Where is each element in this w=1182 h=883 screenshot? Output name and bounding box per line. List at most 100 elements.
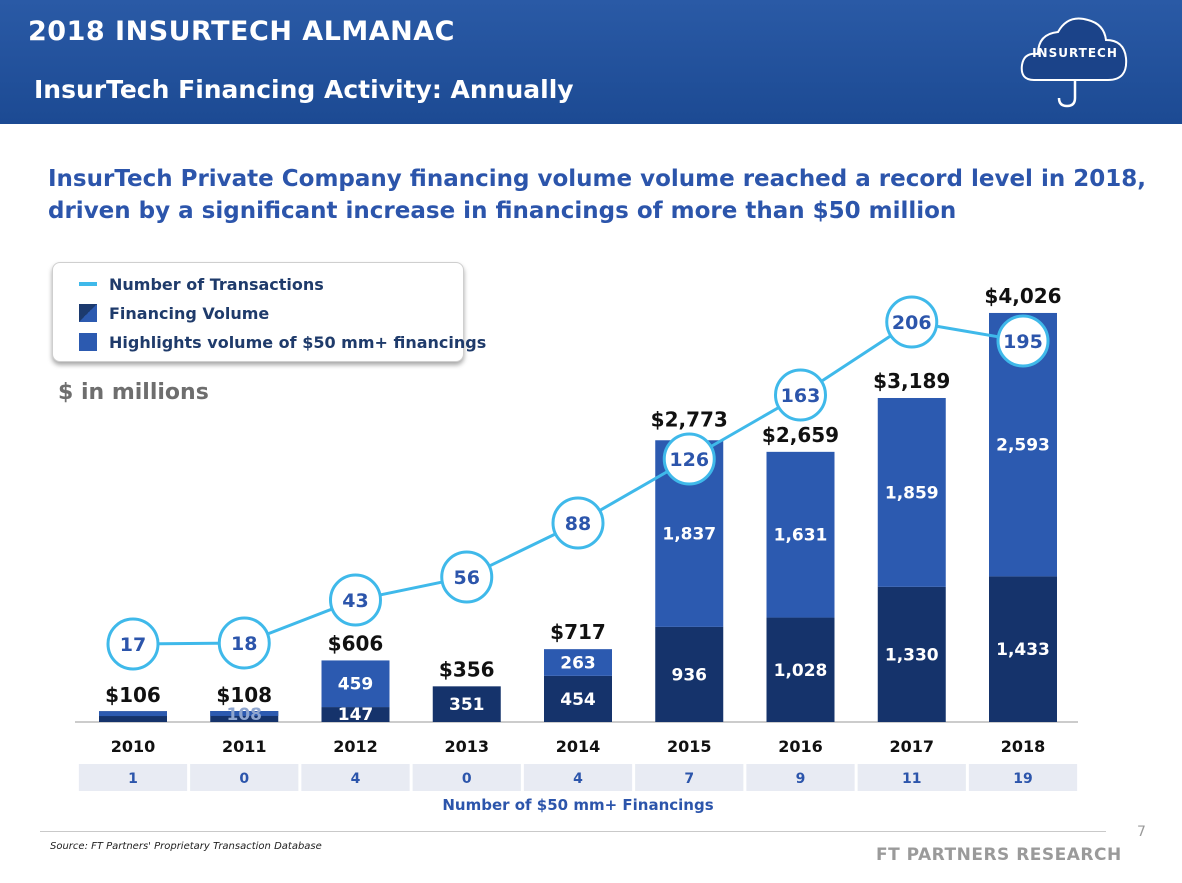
x-tick-label: 2010 <box>111 737 156 756</box>
bar-highlight-2012 <box>321 660 390 708</box>
legend-label: Number of Transactions <box>109 274 324 294</box>
transactions-label: 18 <box>231 633 257 655</box>
bar-total-label: $106 <box>105 683 161 707</box>
bar-value-label: 1,330 <box>885 645 939 665</box>
bar-value-label: 1,028 <box>774 661 828 681</box>
transactions-point-2014 <box>551 496 605 550</box>
count-cell <box>78 764 188 791</box>
financing-chart: $106 2010 1 108$108 2011 0 147 459 $606 2012 4 351 $… <box>75 284 1078 791</box>
x-tick-label: 2018 <box>1001 737 1046 756</box>
report-title: 2018 INSURTECH ALMANAC <box>28 16 455 47</box>
count-cell <box>968 764 1078 791</box>
cloud-umbrella-icon <box>1020 17 1128 108</box>
transactions-label: 126 <box>669 449 709 471</box>
count-value: 11 <box>902 771 921 787</box>
bar-highlight-label: 2,593 <box>996 436 1050 456</box>
bar-dark-2017 <box>877 586 946 722</box>
bar-total-label: $4,026 <box>984 284 1061 308</box>
transactions-label: 88 <box>565 513 591 535</box>
bar-total-label: $108 <box>216 683 272 707</box>
bar-top-strip-2010 <box>99 711 167 717</box>
bar-total-label: $2,773 <box>651 407 728 431</box>
bar-dark-2010 <box>99 711 167 722</box>
bar-highlight-2016 <box>766 451 835 618</box>
bar-dark-2015 <box>655 626 724 722</box>
chart-legend: Number of Transactions Financing Volume … <box>52 262 486 362</box>
footer-divider <box>40 831 1106 832</box>
count-value: 19 <box>1013 771 1032 787</box>
bar-value-label: 147 <box>338 705 374 725</box>
bar-highlight-label: 263 <box>560 654 596 674</box>
count-value: 7 <box>684 771 694 787</box>
bar-value-label: 108 <box>227 705 263 725</box>
transactions-label: 17 <box>120 634 146 656</box>
count-value: 1 <box>128 771 138 787</box>
count-cell <box>523 764 633 791</box>
bar-value-label: 1,433 <box>996 640 1050 660</box>
bar-dark-2016 <box>766 617 835 722</box>
bar-highlight-label: 1,837 <box>662 525 716 545</box>
square-icon <box>79 333 97 351</box>
count-value: 0 <box>462 771 472 787</box>
bar-total-label: $3,189 <box>873 369 950 393</box>
transactions-label: 206 <box>892 312 932 334</box>
insurtech-logo: INSURTECH <box>1020 10 1130 110</box>
x-tick-label: 2013 <box>444 737 489 756</box>
transactions-point-2017 <box>885 295 939 349</box>
source-note: Source: FT Partners' Proprietary Transac… <box>50 841 322 852</box>
bar-value-label: 351 <box>449 695 485 715</box>
bar-total-label: $606 <box>328 631 384 655</box>
transactions-point-2016 <box>774 368 827 422</box>
count-value: 4 <box>351 771 361 787</box>
transactions-label: 43 <box>342 590 368 612</box>
x-tick-label: 2011 <box>222 737 267 756</box>
transactions-point-2013 <box>440 550 494 604</box>
fifty-mm-label: Number of $50 mm+ Financings <box>0 796 1182 814</box>
count-cell <box>301 764 410 791</box>
brand-footer: FT PARTNERS RESEARCH <box>876 845 1122 865</box>
count-cell <box>635 764 744 791</box>
x-tick-label: 2012 <box>333 737 378 756</box>
x-tick-label: 2017 <box>889 737 934 756</box>
split-square-icon <box>79 304 97 322</box>
bar-total-label: $2,659 <box>762 423 839 447</box>
line-icon <box>79 282 97 286</box>
transactions-point-2012 <box>329 573 382 627</box>
bar-dark-2014 <box>544 675 612 722</box>
bar-value-label: 454 <box>560 690 596 710</box>
transactions-label: 163 <box>781 385 821 407</box>
page-number: 7 <box>1137 824 1146 840</box>
bar-dark-2018 <box>989 576 1057 722</box>
transactions-label: 195 <box>1003 331 1043 353</box>
header-banner: 2018 INSURTECH ALMANAC InsurTech Financi… <box>0 0 1182 124</box>
headline: InsurTech Private Company financing volu… <box>48 166 1146 224</box>
count-value: 4 <box>573 771 583 787</box>
bar-total-label: $717 <box>550 620 606 644</box>
count-value: 9 <box>796 771 806 787</box>
bar-highlight-label: 1,631 <box>774 526 828 546</box>
logo-text: INSURTECH <box>1032 46 1118 60</box>
units-label: $ in millions <box>58 380 209 405</box>
x-tick-label: 2014 <box>556 737 601 756</box>
legend-item-highlights: Highlights volume of $50 mm+ financings <box>79 332 486 352</box>
transactions-point-2015 <box>662 432 716 486</box>
count-value: 0 <box>239 771 249 787</box>
page-title: InsurTech Financing Activity: Annually <box>34 75 574 104</box>
bar-top-strip-2011 <box>210 711 279 716</box>
transactions-label: 56 <box>454 567 480 589</box>
legend-label: Highlights volume of $50 mm+ financings <box>109 332 487 352</box>
x-tick-label: 2016 <box>778 737 823 756</box>
fifty-mm-label-text: Number of $50 mm+ Financings <box>442 796 714 814</box>
count-cell <box>857 764 966 791</box>
legend-item-financing-volume: Financing Volume <box>79 303 269 323</box>
bar-dark-2012 <box>321 707 390 722</box>
count-cell <box>190 764 299 791</box>
bar-highlight-2017 <box>877 397 946 587</box>
count-cell <box>746 764 855 791</box>
bar-highlight-2014 <box>544 649 612 676</box>
bar-dark-2011 <box>210 711 279 722</box>
transactions-point-2011 <box>217 616 271 670</box>
transactions-point-2010 <box>106 617 160 671</box>
count-cell <box>412 764 521 791</box>
legend-item-transactions: Number of Transactions <box>79 274 324 294</box>
